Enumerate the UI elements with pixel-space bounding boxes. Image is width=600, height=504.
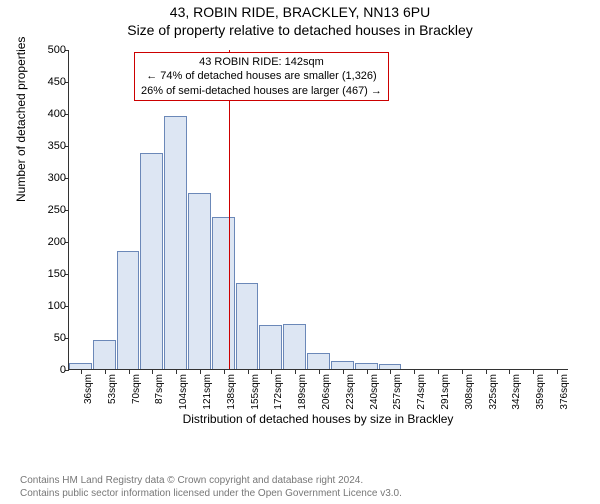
y-tick-label: 500	[30, 44, 66, 56]
x-tick-mark	[248, 370, 249, 374]
x-tick-mark	[81, 370, 82, 374]
histogram-bar	[117, 251, 140, 369]
page-title-line1: 43, ROBIN RIDE, BRACKLEY, NN13 6PU	[0, 4, 600, 20]
histogram-bar	[140, 153, 163, 369]
y-tick-label: 400	[30, 108, 66, 120]
x-tick-mark	[224, 370, 225, 374]
y-tick-label: 50	[30, 332, 66, 344]
histogram-bar	[188, 193, 211, 369]
histogram-bar	[307, 353, 330, 369]
page-title-line2: Size of property relative to detached ho…	[0, 22, 600, 38]
x-tick-label: 223sqm	[345, 374, 356, 410]
x-tick-label: 291sqm	[440, 374, 451, 410]
histogram-bar	[259, 325, 282, 369]
annotation-line: 26% of semi-detached houses are larger (…	[141, 84, 382, 98]
histogram-bar	[379, 364, 402, 369]
y-tick-label: 200	[30, 236, 66, 248]
histogram-bar	[283, 324, 306, 369]
histogram-bar	[69, 363, 92, 369]
x-tick-label: 70sqm	[131, 374, 142, 404]
x-tick-mark	[557, 370, 558, 374]
y-tick-label: 100	[30, 300, 66, 312]
x-tick-label: 155sqm	[250, 374, 261, 410]
x-tick-label: 36sqm	[83, 374, 94, 404]
footer-line1: Contains HM Land Registry data © Crown c…	[20, 474, 580, 487]
x-tick-mark	[200, 370, 201, 374]
histogram-bar	[212, 217, 235, 369]
x-tick-label: 342sqm	[511, 374, 522, 410]
x-tick-mark	[486, 370, 487, 374]
histogram-bar	[236, 283, 259, 369]
x-tick-label: 189sqm	[297, 374, 308, 410]
x-tick-label: 274sqm	[416, 374, 427, 410]
x-tick-mark	[129, 370, 130, 374]
y-axis-label: Number of detached properties	[14, 37, 28, 202]
x-tick-label: 87sqm	[154, 374, 165, 404]
x-tick-label: 308sqm	[464, 374, 475, 410]
histogram-bar	[331, 361, 354, 369]
x-tick-label: 121sqm	[202, 374, 213, 410]
y-tick-label: 150	[30, 268, 66, 280]
histogram-bar	[355, 363, 378, 369]
x-tick-label: 325sqm	[488, 374, 499, 410]
y-tick-label: 450	[30, 76, 66, 88]
x-tick-mark	[367, 370, 368, 374]
x-tick-label: 206sqm	[321, 374, 332, 410]
x-tick-label: 53sqm	[107, 374, 118, 404]
footer-line2: Contains public sector information licen…	[20, 487, 580, 500]
x-tick-mark	[319, 370, 320, 374]
histogram-bar	[93, 340, 116, 369]
y-tick-label: 0	[30, 364, 66, 376]
x-tick-label: 172sqm	[273, 374, 284, 410]
x-tick-label: 376sqm	[559, 374, 570, 410]
x-tick-mark	[343, 370, 344, 374]
x-tick-mark	[438, 370, 439, 374]
histogram-bar	[164, 116, 187, 369]
x-tick-mark	[176, 370, 177, 374]
x-tick-mark	[105, 370, 106, 374]
annotation-line: 43 ROBIN RIDE: 142sqm	[141, 55, 382, 69]
x-tick-label: 240sqm	[369, 374, 380, 410]
histogram-chart: Number of detached properties 43 ROBIN R…	[20, 42, 580, 422]
plot-area: 43 ROBIN RIDE: 142sqm← 74% of detached h…	[68, 50, 568, 370]
y-tick-label: 300	[30, 172, 66, 184]
x-tick-label: 359sqm	[535, 374, 546, 410]
x-tick-label: 104sqm	[178, 374, 189, 410]
x-tick-label: 138sqm	[226, 374, 237, 410]
y-tick-label: 350	[30, 140, 66, 152]
x-tick-mark	[462, 370, 463, 374]
annotation-line: ← 74% of detached houses are smaller (1,…	[141, 69, 382, 83]
footer-attribution: Contains HM Land Registry data © Crown c…	[20, 474, 580, 500]
x-axis-label: Distribution of detached houses by size …	[68, 412, 568, 426]
annotation-box: 43 ROBIN RIDE: 142sqm← 74% of detached h…	[134, 52, 389, 101]
x-tick-label: 257sqm	[392, 374, 403, 410]
y-tick-label: 250	[30, 204, 66, 216]
